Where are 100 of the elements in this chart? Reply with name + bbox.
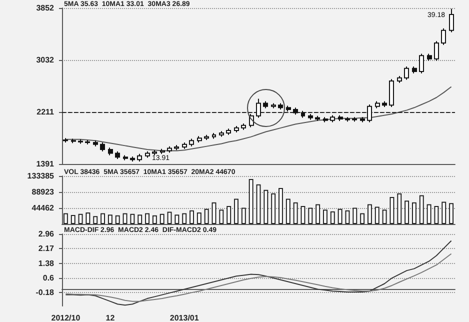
y-tick-label: 3852 [36, 4, 55, 12]
x-tick-label: 2012/10 [51, 314, 81, 322]
y-tick-label: 2.96 [38, 230, 55, 238]
candlestick [404, 66, 409, 80]
bar [278, 188, 283, 224]
candlestick [212, 132, 216, 140]
candlestick [367, 104, 372, 123]
bar [300, 206, 306, 224]
bar [360, 213, 365, 224]
bar [241, 208, 246, 224]
bar [204, 208, 209, 224]
x-tick-label: 2013/01 [170, 314, 200, 322]
bar [63, 213, 68, 224]
candlestick [330, 114, 335, 123]
bar [212, 202, 216, 224]
candlestick [360, 116, 365, 123]
y-tick-label: 133385 [27, 172, 55, 180]
bar [167, 212, 172, 224]
candlestick [145, 150, 150, 158]
candlestick [174, 144, 179, 151]
candlestick [441, 28, 446, 46]
bar [115, 215, 120, 224]
bar [368, 204, 372, 224]
candlestick [323, 116, 328, 123]
bar [434, 206, 439, 224]
candlestick [389, 78, 394, 108]
candlestick [123, 154, 128, 161]
candlestick [449, 8, 454, 33]
bar [286, 198, 290, 224]
y-tick-label: 1391 [36, 160, 55, 168]
y-tick-label: 88923 [32, 188, 55, 196]
candlestick [63, 138, 68, 144]
line-series [65, 86, 452, 152]
candlestick [152, 150, 157, 156]
bar [256, 184, 261, 224]
bar [219, 210, 224, 224]
y-tick-label: 3032 [36, 55, 55, 64]
x-tick-label: 12 [106, 314, 116, 322]
candlestick [189, 138, 194, 147]
bar [449, 203, 454, 224]
bar [330, 211, 335, 224]
candlestick [167, 146, 172, 154]
candlestick [278, 102, 283, 110]
candlestick [427, 53, 432, 62]
candlestick [434, 40, 439, 62]
candlestick [412, 66, 417, 74]
line-series [65, 240, 452, 306]
bar [308, 208, 313, 224]
bar [122, 213, 128, 224]
bar [316, 204, 320, 224]
bar [182, 213, 187, 224]
bar [86, 212, 90, 224]
candlestick [182, 142, 187, 150]
candlestick [93, 140, 98, 147]
candlestick [397, 75, 402, 84]
candlestick [308, 113, 313, 120]
bar [70, 215, 76, 224]
bar [264, 190, 268, 224]
bar [442, 202, 446, 224]
bar [323, 210, 328, 224]
bar [293, 202, 298, 224]
bar [145, 213, 150, 224]
candlestick [85, 139, 90, 145]
candlestick [301, 110, 305, 118]
bar [248, 179, 254, 224]
bar [374, 206, 380, 224]
bar [190, 210, 194, 224]
candlestick [256, 98, 261, 118]
bar [419, 195, 424, 224]
candlestick [375, 100, 380, 109]
bar [390, 197, 394, 224]
candlestick [263, 100, 268, 109]
candlestick [286, 105, 291, 112]
y-tick-label: 44462 [32, 204, 55, 212]
y-tick-label: 2.17 [38, 244, 55, 254]
y-tick-label: -0.18 [36, 288, 55, 298]
candlestick [78, 138, 83, 144]
bar [345, 210, 350, 224]
bar [93, 216, 98, 224]
bar [174, 214, 180, 224]
bar [426, 204, 432, 224]
candlestick [382, 100, 387, 108]
candlestick [315, 115, 320, 122]
bar [130, 214, 135, 224]
bar [196, 212, 202, 224]
candlestick [419, 53, 424, 74]
bar [338, 208, 342, 224]
candlestick [293, 107, 298, 116]
candlestick [352, 116, 357, 122]
candlestick [241, 122, 246, 130]
candlestick [226, 128, 231, 136]
candlestick [345, 116, 350, 122]
candlestick [271, 102, 276, 109]
bar [352, 208, 358, 224]
y-tick-label: 0.6 [42, 274, 55, 283]
candlestick [197, 136, 202, 144]
candlestick [71, 138, 76, 144]
line-series [65, 253, 452, 302]
bar [108, 214, 112, 224]
candlestick [100, 142, 105, 152]
